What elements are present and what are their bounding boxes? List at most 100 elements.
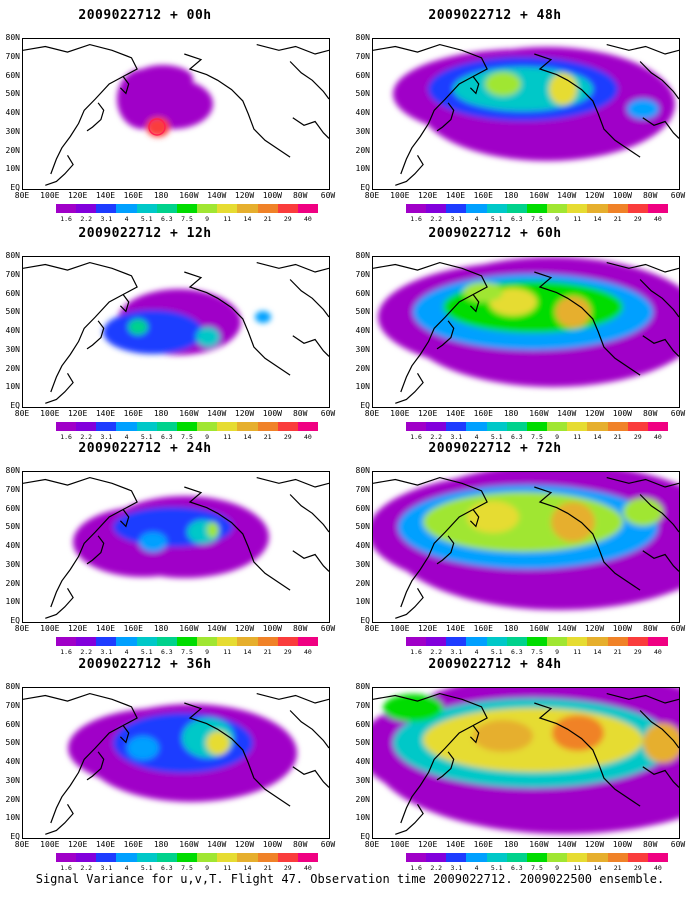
lon-tick-label: 60W (320, 191, 336, 200)
lon-tick-label: 120W (584, 191, 605, 200)
colorbar-swatch (627, 637, 648, 646)
lon-tick-label: 160E (123, 191, 143, 200)
lon-tick-label: 160W (179, 624, 199, 633)
colorbar-label: 1.6 (60, 648, 72, 656)
colorbar-labels: 1.6 2.2 3.1 4 5.1 6.3 7.5 9 11 14 21 29 40 (406, 648, 668, 656)
colorbar-label: 9 (205, 433, 210, 441)
lon-tick-label: 100W (262, 624, 282, 633)
coastline (119, 509, 130, 528)
variance-contour (133, 65, 193, 93)
lat-tick-label: 10N (5, 597, 20, 607)
colorbar-labels: 1.6 2.2 3.1 4 5.1 6.3 7.5 9 11 14 21 29 40 (56, 648, 318, 656)
lat-tick-label: 30N (355, 559, 370, 569)
variance-contour (463, 282, 503, 302)
lon-tick-label: 100W (262, 409, 282, 418)
colorbar-label: 6.3 (510, 648, 523, 656)
coastline (86, 320, 105, 350)
lon-axis: 80E 100E 120E 140E 160E 180 160W 140W 120W 100W 80… (365, 409, 685, 419)
variance-contour (549, 73, 577, 105)
colorbar-label: 5.1 (140, 215, 153, 223)
map-plot (22, 38, 330, 190)
lon-tick-label: 140W (557, 624, 577, 633)
lon-tick-label: 100E (390, 840, 410, 849)
coastline (373, 692, 488, 824)
map-panel-36h: 2009022712 + 36h 80N 70N 60N 50N 40N 30N 20N 10… (0, 657, 336, 872)
colorbar-label: 6.3 (160, 864, 173, 872)
colorbar-swatch (607, 204, 628, 213)
colorbar-swatch (426, 637, 447, 646)
lon-tick-label: 100W (262, 840, 282, 849)
lon-axis: 80E 100E 120E 140E 160E 180 160W 140W 120W 100W 80… (15, 840, 335, 850)
colorbar-swatch (406, 422, 427, 431)
lon-tick-label: 60W (670, 191, 686, 200)
colorbar-label: 2.2 (80, 215, 93, 223)
colorbar-label: 7.5 (181, 433, 193, 441)
coastline (45, 372, 74, 404)
lat-tick-label: 20N (355, 363, 370, 373)
lon-tick-label: 140W (557, 840, 577, 849)
colorbar-swatch (547, 637, 568, 646)
colorbar-swatch (567, 422, 588, 431)
lat-tick-label: 20N (5, 145, 20, 155)
lat-tick-label: 20N (5, 363, 20, 373)
coastline (436, 320, 455, 350)
variance-field (23, 43, 329, 186)
colorbar-swatch (217, 204, 238, 213)
colorbar-swatch (116, 853, 137, 862)
colorbar-label: 3.1 (100, 864, 113, 872)
colorbar-label: 1.6 (60, 864, 72, 872)
lon-tick-label: 60W (670, 624, 686, 633)
colorbar-labels: 1.6 2.2 3.1 4 5.1 6.3 7.5 9 11 14 21 29 40 (56, 864, 318, 872)
colorbar-swatch (237, 637, 258, 646)
observation-marker (148, 118, 166, 136)
colorbar-labels: 1.6 2.2 3.1 4 5.1 6.3 7.5 9 11 14 21 29 40 (406, 215, 668, 223)
lat-tick-label: 60N (5, 70, 20, 80)
lon-tick-label: 80E (14, 409, 30, 418)
lat-tick-label: 50N (355, 89, 370, 99)
map-panel-00h: 2009022712 + 00h 80N 70N 60N 50N 40N 30N 20N 10… (0, 8, 336, 223)
colorbar-swatch (526, 853, 548, 862)
lat-tick-label: 60N (355, 70, 370, 80)
colorbar-swatch (96, 853, 117, 862)
colorbar-swatch (567, 853, 588, 862)
lon-tick-label: 140E (445, 624, 466, 633)
lat-tick-label: 80N (5, 251, 20, 260)
colorbar-label: 40 (304, 215, 312, 223)
lon-axis: 80E 100E 120E 140E 160E 180 160W 140W 120W 100W 80… (15, 409, 335, 419)
coastline (119, 725, 130, 744)
lat-tick-label: 50N (5, 522, 20, 532)
lon-tick-label: 120W (584, 409, 605, 418)
lat-tick-label: 30N (355, 126, 370, 136)
coastline (639, 710, 679, 749)
coastline (289, 279, 329, 318)
colorbar-label: 4 (124, 433, 129, 441)
colorbar-label: 40 (654, 215, 662, 223)
lat-tick-label: EQ (10, 183, 20, 192)
lon-tick-label: 160E (123, 840, 143, 849)
lon-tick-label: 180 (503, 191, 519, 200)
coastline (469, 725, 480, 744)
colorbar-label: 29 (633, 215, 642, 223)
lon-tick-label: 120E (417, 191, 438, 200)
variance-field (373, 472, 679, 619)
variance-contour (627, 99, 659, 119)
lon-tick-label: 60W (670, 840, 686, 849)
lat-tick-label: 60N (5, 719, 20, 729)
colorbar-swatch (526, 204, 548, 213)
colorbar-swatch (76, 637, 97, 646)
lon-tick-label: 140E (445, 840, 466, 849)
map-plot (372, 38, 680, 190)
lat-axis: 80N 70N 60N 50N 40N 30N 20N 10N EQ (0, 683, 20, 841)
lon-tick-label: 100E (40, 624, 60, 633)
lon-tick-label: 160W (529, 409, 549, 418)
map-panel-48h: 2009022712 + 48h 80N 70N 60N 50N 40N 30N 20N 10… (350, 8, 686, 223)
lat-tick-label: 10N (5, 164, 20, 174)
colorbar-label: 5.1 (140, 864, 153, 872)
lon-tick-label: 160E (123, 624, 143, 633)
lat-tick-label: 80N (355, 33, 370, 42)
variance-contour (555, 296, 591, 328)
lon-tick-label: 140W (207, 624, 227, 633)
lat-tick-label: 70N (355, 484, 370, 494)
lon-tick-label: 80W (292, 840, 308, 849)
colorbar-swatch (647, 637, 669, 646)
